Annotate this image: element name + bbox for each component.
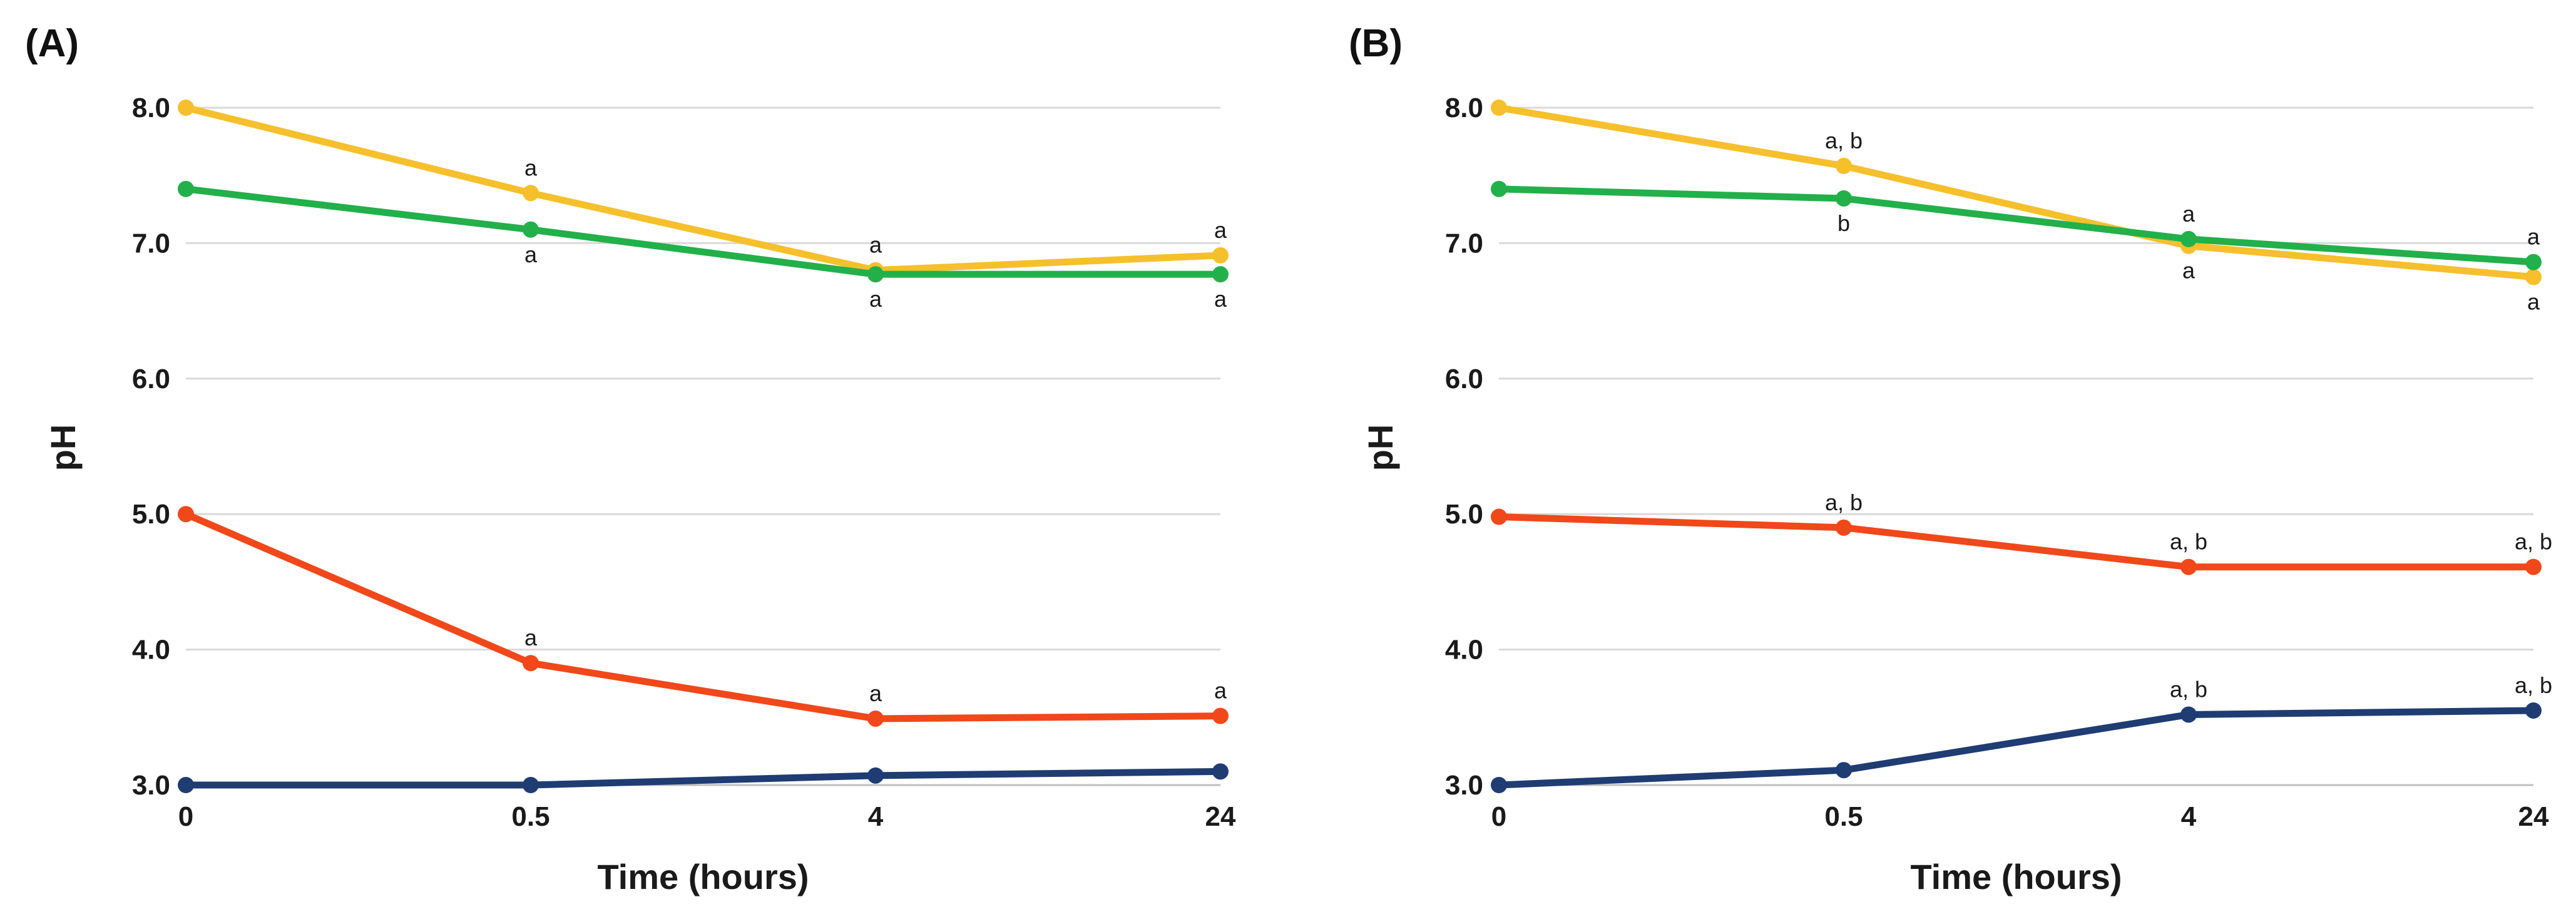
significance-label: a, b — [1825, 490, 1863, 515]
x-tick-label: 4 — [868, 801, 884, 832]
y-tick-label: 7.0 — [1445, 228, 1483, 259]
y-tick-label: 5.0 — [132, 499, 170, 530]
data-point-orange — [523, 655, 539, 672]
data-point-navy — [1212, 763, 1229, 780]
significance-label: a, b — [2515, 529, 2552, 555]
significance-label: a, b — [2170, 529, 2207, 555]
significance-label: b — [1837, 210, 1850, 236]
y-tick-label: 7.0 — [132, 228, 170, 259]
significance-label: a — [2182, 201, 2195, 227]
data-point-yellow — [523, 185, 539, 202]
data-point-green — [178, 180, 194, 197]
significance-label: a, b — [2170, 676, 2207, 702]
data-point-yellow — [1836, 158, 1852, 175]
y-tick-label: 4.0 — [1445, 635, 1483, 665]
significance-label: a — [524, 242, 538, 267]
chart-panel-a: (A) 3.0 4.0 5.0 6.0 7.0 8.0 0 0.5 4 24 Time (hours)… — [25, 22, 1236, 896]
panel-label: (B) — [1349, 22, 1403, 65]
significance-label: a — [2527, 289, 2540, 315]
series-line-green — [1495, 185, 2537, 266]
y-axis-title: pH — [1361, 424, 1400, 471]
series-line-orange — [182, 510, 1224, 722]
data-point-yellow — [178, 100, 194, 116]
significance-label: a — [524, 625, 538, 650]
data-point-orange — [178, 506, 194, 523]
y-tick-label: 8.0 — [132, 93, 170, 123]
series-line-yellow — [1495, 104, 2537, 280]
data-point-navy — [1836, 762, 1852, 779]
y-tick-label: 5.0 — [1445, 499, 1483, 530]
significance-label: a — [869, 680, 882, 706]
x-tick-label: 0 — [178, 801, 193, 832]
x-tick-label: 24 — [1205, 801, 1236, 832]
significance-label: a — [1214, 217, 1227, 243]
significance-label: a — [524, 155, 538, 180]
y-tick-label: 4.0 — [132, 635, 170, 665]
significance-label: a — [1214, 286, 1227, 312]
data-point-yellow — [1491, 100, 1507, 116]
significance-label: a, b — [2515, 672, 2552, 698]
data-point-green — [867, 266, 884, 283]
data-point-green — [1212, 266, 1229, 283]
x-tick-label: 4 — [2181, 801, 2197, 832]
chart-panel-b: (B) 3.0 4.0 5.0 6.0 7.0 8.0 0 0.5 4 24 Time (hours)… — [1349, 22, 2552, 896]
y-axis-title: pH — [43, 424, 83, 471]
data-point-green — [2180, 230, 2197, 247]
data-point-navy — [523, 777, 539, 793]
series-line-yellow — [182, 104, 1224, 274]
significance-label: a — [869, 286, 882, 312]
significance-label: a — [1214, 678, 1227, 704]
data-point-navy — [1491, 777, 1507, 793]
x-axis-title: Time (hours) — [597, 857, 809, 896]
data-point-orange — [867, 710, 884, 727]
y-tick-label: 8.0 — [1445, 93, 1483, 123]
significance-label: a — [869, 232, 882, 258]
data-point-orange — [2525, 558, 2542, 575]
significance-label: a — [2182, 258, 2195, 284]
data-point-navy — [178, 777, 194, 793]
series-line-orange — [1495, 513, 2537, 571]
data-point-yellow — [2525, 269, 2542, 285]
data-point-navy — [2525, 702, 2542, 719]
data-point-yellow — [1212, 247, 1229, 264]
x-tick-label: 0.5 — [511, 801, 549, 832]
data-point-orange — [1491, 508, 1507, 525]
series-line-navy — [182, 768, 1224, 789]
x-tick-label: 0.5 — [1824, 801, 1863, 832]
data-point-green — [2525, 254, 2542, 270]
y-tick-label: 3.0 — [1445, 770, 1483, 801]
x-tick-label: 24 — [2518, 801, 2549, 832]
y-tick-label: 3.0 — [132, 770, 170, 801]
series-line-navy — [1495, 707, 2537, 789]
panel-label: (A) — [25, 22, 79, 65]
data-point-green — [523, 221, 539, 238]
x-tick-label: 0 — [1491, 801, 1506, 832]
significance-label: a, b — [1825, 128, 1863, 153]
data-point-navy — [867, 767, 884, 784]
data-point-orange — [2180, 558, 2197, 575]
y-tick-label: 6.0 — [132, 364, 170, 394]
series-line-green — [182, 185, 1224, 278]
y-tick-label: 6.0 — [1445, 364, 1483, 394]
data-point-green — [1491, 180, 1507, 197]
data-point-orange — [1836, 519, 1852, 536]
x-axis-title: Time (hours) — [1910, 857, 2122, 896]
data-point-green — [1836, 190, 1852, 207]
data-point-orange — [1212, 707, 1229, 724]
data-point-navy — [2180, 706, 2197, 723]
significance-label: a — [2527, 224, 2540, 250]
